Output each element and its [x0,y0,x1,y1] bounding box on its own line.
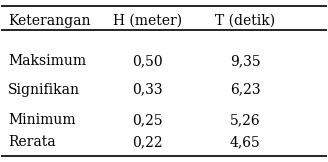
Text: Signifikan: Signifikan [8,83,80,97]
Text: Rerata: Rerata [8,135,55,149]
Text: 5,26: 5,26 [230,113,261,127]
Text: 6,23: 6,23 [230,83,261,97]
Text: 0,33: 0,33 [133,83,163,97]
Text: Minimum: Minimum [8,113,75,127]
Text: 0,22: 0,22 [133,135,163,149]
Text: 0,25: 0,25 [133,113,163,127]
Text: Keterangan: Keterangan [8,14,91,28]
Text: 0,50: 0,50 [133,54,163,68]
Text: 4,65: 4,65 [230,135,261,149]
Text: T (detik): T (detik) [215,14,276,28]
Text: 9,35: 9,35 [230,54,261,68]
Text: H (meter): H (meter) [113,14,182,28]
Text: Maksimum: Maksimum [8,54,86,68]
